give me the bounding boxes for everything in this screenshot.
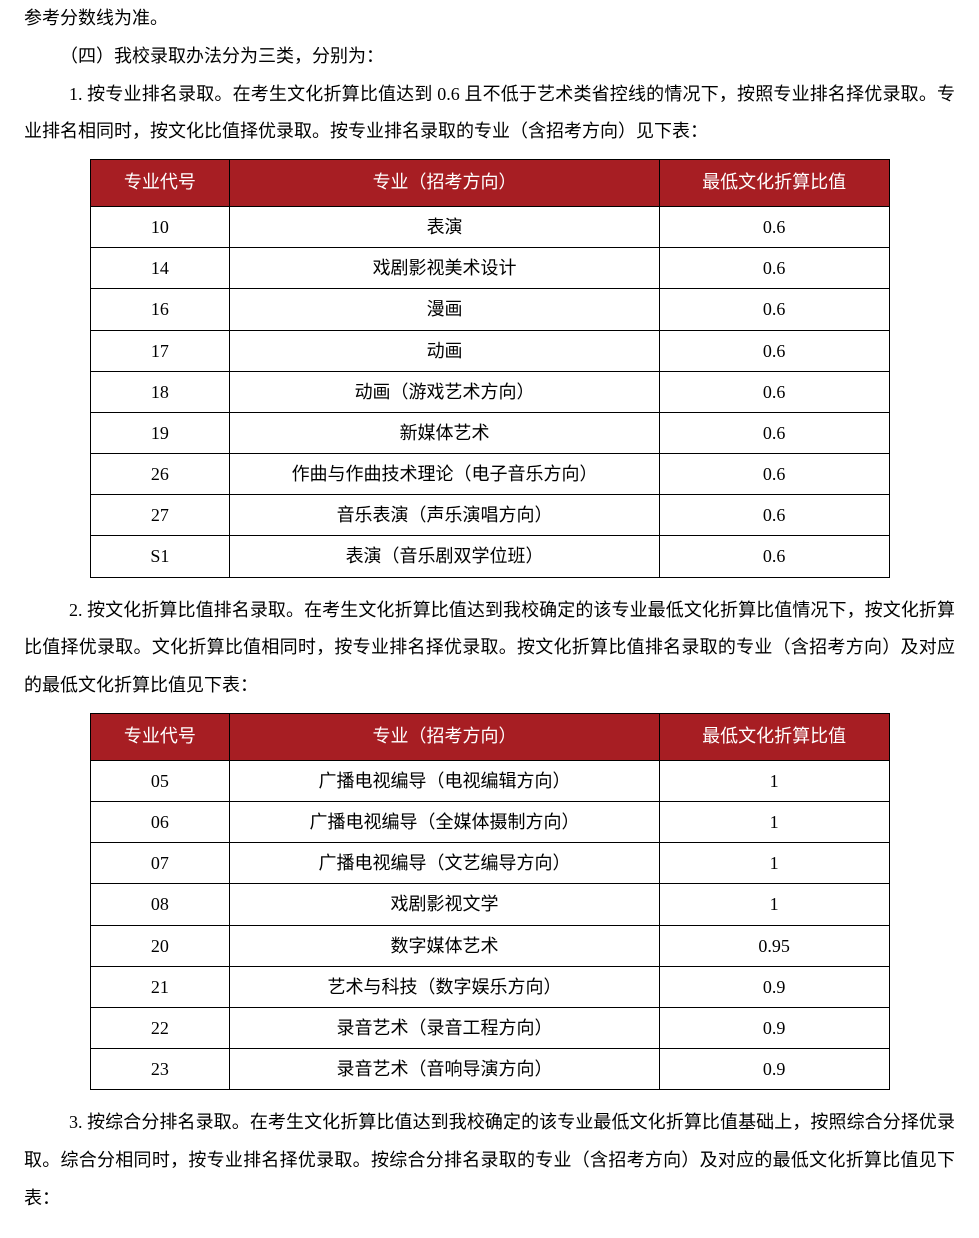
cell-min-score: 0.6	[659, 289, 889, 330]
table-row: 27音乐表演（声乐演唱方向）0.6	[90, 495, 889, 536]
paragraph-continuation: 参考分数线为准。	[24, 0, 955, 38]
cell-major-name: 新媒体艺术	[230, 412, 659, 453]
header-min-score: 最低文化折算比值	[659, 714, 889, 761]
cell-min-score: 1	[659, 802, 889, 843]
table-row: S1表演（音乐剧双学位班）0.6	[90, 536, 889, 577]
paragraph-section-header: （四）我校录取办法分为三类，分别为：	[24, 38, 955, 76]
table-row: 10表演0.6	[90, 206, 889, 247]
cell-major-code: S1	[90, 536, 230, 577]
cell-major-name: 艺术与科技（数字娱乐方向）	[230, 966, 659, 1007]
admission-table-2: 专业代号 专业（招考方向） 最低文化折算比值 05广播电视编导（电视编辑方向）1…	[90, 713, 890, 1090]
paragraph-item-3: 3. 按综合分排名录取。在考生文化折算比值达到我校确定的该专业最低文化折算比值基…	[24, 1104, 955, 1217]
cell-min-score: 0.6	[659, 248, 889, 289]
cell-min-score: 0.6	[659, 454, 889, 495]
cell-major-name: 戏剧影视文学	[230, 884, 659, 925]
header-major-code: 专业代号	[90, 714, 230, 761]
table-row: 16漫画0.6	[90, 289, 889, 330]
cell-major-name: 表演（音乐剧双学位班）	[230, 536, 659, 577]
cell-min-score: 0.6	[659, 206, 889, 247]
cell-major-code: 18	[90, 371, 230, 412]
paragraph-item-1: 1. 按专业排名录取。在考生文化折算比值达到 0.6 且不低于艺术类省控线的情况…	[24, 76, 955, 152]
cell-major-name: 广播电视编导（全媒体摄制方向）	[230, 802, 659, 843]
cell-major-name: 动画	[230, 330, 659, 371]
cell-min-score: 0.6	[659, 330, 889, 371]
cell-major-code: 27	[90, 495, 230, 536]
cell-major-code: 21	[90, 966, 230, 1007]
table-row: 06广播电视编导（全媒体摄制方向）1	[90, 802, 889, 843]
admission-table-1: 专业代号 专业（招考方向） 最低文化折算比值 10表演0.614戏剧影视美术设计…	[90, 159, 890, 577]
cell-min-score: 0.6	[659, 412, 889, 453]
table-row: 26作曲与作曲技术理论（电子音乐方向）0.6	[90, 454, 889, 495]
cell-major-code: 07	[90, 843, 230, 884]
header-major-name: 专业（招考方向）	[230, 160, 659, 207]
table-row: 20数字媒体艺术0.95	[90, 925, 889, 966]
cell-major-code: 22	[90, 1007, 230, 1048]
cell-major-code: 26	[90, 454, 230, 495]
cell-min-score: 0.9	[659, 1007, 889, 1048]
cell-major-name: 录音艺术（音响导演方向）	[230, 1049, 659, 1090]
cell-min-score: 0.6	[659, 536, 889, 577]
cell-major-name: 漫画	[230, 289, 659, 330]
cell-min-score: 0.95	[659, 925, 889, 966]
header-major-code: 专业代号	[90, 160, 230, 207]
table-row: 05广播电视编导（电视编辑方向）1	[90, 760, 889, 801]
cell-major-code: 14	[90, 248, 230, 289]
cell-major-code: 10	[90, 206, 230, 247]
cell-min-score: 0.6	[659, 371, 889, 412]
cell-min-score: 0.9	[659, 966, 889, 1007]
cell-major-name: 动画（游戏艺术方向）	[230, 371, 659, 412]
header-min-score: 最低文化折算比值	[659, 160, 889, 207]
table-row: 08戏剧影视文学1	[90, 884, 889, 925]
cell-major-code: 23	[90, 1049, 230, 1090]
cell-major-code: 05	[90, 760, 230, 801]
cell-major-name: 表演	[230, 206, 659, 247]
table-row: 23录音艺术（音响导演方向）0.9	[90, 1049, 889, 1090]
cell-major-code: 17	[90, 330, 230, 371]
cell-min-score: 0.9	[659, 1049, 889, 1090]
cell-major-code: 06	[90, 802, 230, 843]
table-row: 17动画0.6	[90, 330, 889, 371]
cell-major-code: 19	[90, 412, 230, 453]
cell-major-code: 20	[90, 925, 230, 966]
cell-min-score: 1	[659, 884, 889, 925]
paragraph-item-2: 2. 按文化折算比值排名录取。在考生文化折算比值达到我校确定的该专业最低文化折算…	[24, 592, 955, 705]
cell-major-code: 16	[90, 289, 230, 330]
cell-major-name: 广播电视编导（文艺编导方向）	[230, 843, 659, 884]
cell-major-name: 戏剧影视美术设计	[230, 248, 659, 289]
table-header-row: 专业代号 专业（招考方向） 最低文化折算比值	[90, 714, 889, 761]
table-row: 14戏剧影视美术设计0.6	[90, 248, 889, 289]
table-header-row: 专业代号 专业（招考方向） 最低文化折算比值	[90, 160, 889, 207]
cell-major-code: 08	[90, 884, 230, 925]
table-row: 19新媒体艺术0.6	[90, 412, 889, 453]
cell-major-name: 录音艺术（录音工程方向）	[230, 1007, 659, 1048]
cell-min-score: 0.6	[659, 495, 889, 536]
header-major-name: 专业（招考方向）	[230, 714, 659, 761]
table-row: 18动画（游戏艺术方向）0.6	[90, 371, 889, 412]
cell-min-score: 1	[659, 760, 889, 801]
table-row: 07广播电视编导（文艺编导方向）1	[90, 843, 889, 884]
table-row: 22录音艺术（录音工程方向）0.9	[90, 1007, 889, 1048]
cell-major-name: 作曲与作曲技术理论（电子音乐方向）	[230, 454, 659, 495]
table-row: 21艺术与科技（数字娱乐方向）0.9	[90, 966, 889, 1007]
cell-major-name: 音乐表演（声乐演唱方向）	[230, 495, 659, 536]
cell-min-score: 1	[659, 843, 889, 884]
cell-major-name: 数字媒体艺术	[230, 925, 659, 966]
cell-major-name: 广播电视编导（电视编辑方向）	[230, 760, 659, 801]
